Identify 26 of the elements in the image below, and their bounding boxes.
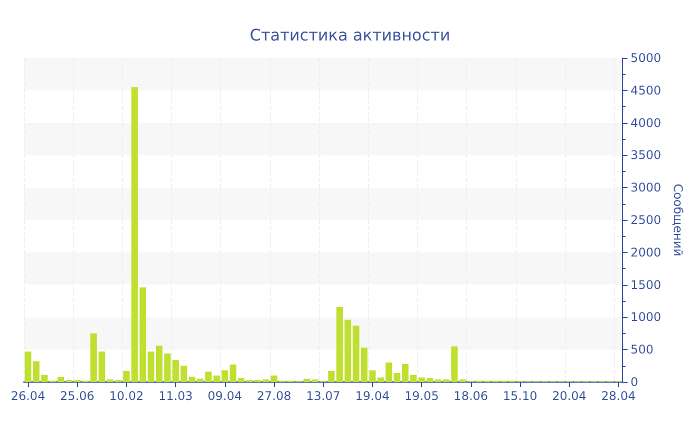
x-tick-label: 15.10 (502, 389, 538, 403)
y-tick-label: 2000 (630, 245, 662, 260)
x-tick-label: 10.02 (109, 389, 144, 403)
x-tick-label: 19.04 (355, 389, 390, 403)
y-tick-label: 3000 (630, 180, 662, 195)
x-tick-label: 13.07 (306, 389, 340, 403)
y-tick-label: 500 (630, 342, 654, 357)
x-tick-label: 25.06 (60, 389, 94, 403)
chart-title: Статистика активности (250, 26, 450, 44)
x-tick-label: 11.03 (158, 389, 193, 403)
x-tick-label: 26.04 (10, 389, 46, 403)
y-tick-label: 3500 (630, 148, 662, 162)
x-tick-label: 27.08 (256, 389, 292, 403)
y-tick-label: 0 (630, 375, 638, 389)
y-tick-label: 1000 (630, 310, 662, 324)
y-tick-label: 1500 (630, 278, 662, 292)
x-tick-label: 19.05 (404, 389, 439, 403)
y-tick-label: 4500 (630, 83, 662, 98)
y-tick-label: 2500 (630, 213, 662, 227)
y-tick-label: 5000 (630, 51, 662, 65)
x-tick-label: 20.04 (552, 389, 586, 403)
y-axis-title: Сообщений (671, 184, 685, 256)
x-tick-label: 09.04 (208, 389, 242, 403)
x-tick-label: 18.06 (454, 389, 488, 403)
x-tick-label: 28.04 (601, 389, 636, 403)
y-tick-label: 4000 (630, 116, 662, 130)
